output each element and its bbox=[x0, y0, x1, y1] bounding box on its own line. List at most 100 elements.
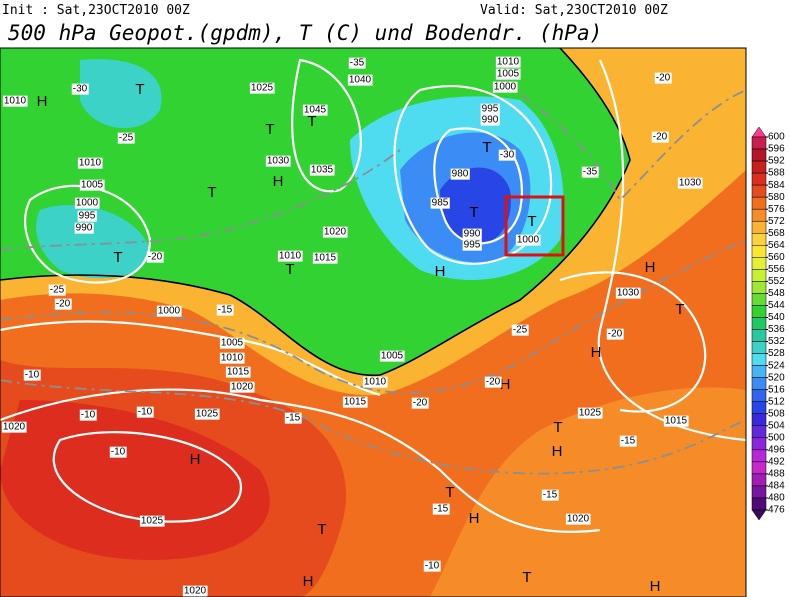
label-box bbox=[432, 503, 450, 515]
contour-label: -20 bbox=[148, 252, 163, 263]
pressure-center: T bbox=[207, 184, 216, 201]
isobar bbox=[597, 59, 746, 442]
label-box bbox=[511, 324, 529, 336]
colorbar-label: 524 bbox=[768, 360, 785, 371]
contour-label: 1025 bbox=[196, 409, 219, 420]
colorbar-segment bbox=[751, 485, 767, 499]
pressure-center: H bbox=[645, 259, 656, 276]
colorbar-label: 492 bbox=[768, 457, 785, 468]
pressure-center: T bbox=[317, 521, 326, 538]
contour-label: -35 bbox=[583, 167, 598, 178]
contour-label: 1000 bbox=[517, 235, 540, 246]
highlight-box bbox=[504, 195, 565, 257]
init-time: Init : Sat,23OCT2010 00Z bbox=[2, 3, 190, 18]
colorbar: 6005965925885845805765725685645605565525… bbox=[751, 126, 785, 521]
label-box bbox=[74, 197, 100, 209]
valid-time: Valid: Sat,23OCT2010 00Z bbox=[480, 3, 668, 18]
colorbar-label: 536 bbox=[768, 324, 785, 335]
colorbar-segment bbox=[751, 449, 767, 463]
pressure-center: T bbox=[113, 249, 122, 266]
colorbar-end bbox=[751, 126, 767, 138]
contour-label: 1030 bbox=[267, 156, 290, 167]
label-box bbox=[541, 489, 559, 501]
contour-label: 1015 bbox=[314, 253, 337, 264]
label-box bbox=[581, 166, 599, 178]
colorbar-segment bbox=[751, 497, 767, 511]
label-box bbox=[347, 74, 373, 86]
label-box bbox=[322, 226, 348, 238]
field-cyan bbox=[36, 204, 150, 279]
label-box bbox=[139, 515, 165, 527]
colorbar-label: 584 bbox=[768, 180, 785, 191]
colorbar-segment bbox=[751, 353, 767, 366]
label-box bbox=[117, 132, 135, 144]
colorbar-label: 484 bbox=[768, 481, 785, 492]
contour-label: 990 bbox=[464, 229, 481, 240]
colorbar-label: 540 bbox=[768, 312, 785, 323]
label-box bbox=[651, 131, 669, 143]
label-box bbox=[249, 82, 275, 94]
colorbar-segment bbox=[751, 317, 767, 330]
colorbar-label: 560 bbox=[768, 252, 785, 263]
field-mild bbox=[430, 387, 746, 597]
colorbar-label: 496 bbox=[768, 444, 785, 455]
colorbar-label: 596 bbox=[768, 144, 785, 155]
field-cyan bbox=[80, 59, 162, 129]
contour-label: -10 bbox=[425, 561, 440, 572]
colorbar-label: 508 bbox=[768, 408, 785, 419]
contour-label: -15 bbox=[621, 436, 636, 447]
pressure-center: H bbox=[469, 510, 480, 527]
contour-label: -15 bbox=[218, 305, 233, 316]
contour-label: 1010 bbox=[4, 96, 27, 107]
colorbar-segment bbox=[751, 160, 767, 174]
label-box bbox=[277, 250, 303, 262]
colorbar-segment bbox=[751, 401, 767, 414]
label-box bbox=[302, 104, 328, 116]
pressure-center: H bbox=[37, 93, 48, 110]
label-box bbox=[77, 210, 97, 222]
colorbar-label: 600 bbox=[768, 132, 785, 143]
contour-label: 1015 bbox=[344, 397, 367, 408]
label-box bbox=[136, 406, 154, 418]
pressure-center: H bbox=[273, 173, 284, 190]
colorbar-label: 544 bbox=[768, 300, 785, 311]
isotherm bbox=[0, 379, 746, 475]
label-box bbox=[79, 179, 105, 191]
colorbar-segment bbox=[751, 196, 767, 210]
colorbar-segment bbox=[751, 473, 767, 487]
label-box bbox=[109, 446, 127, 458]
contour-label: 1010 bbox=[364, 377, 387, 388]
label-box bbox=[677, 177, 703, 189]
map-frame bbox=[0, 47, 747, 597]
label-box bbox=[284, 412, 302, 424]
contour-label: -20 bbox=[413, 398, 428, 409]
label-box bbox=[71, 83, 89, 95]
label-box bbox=[219, 352, 245, 364]
isobar bbox=[393, 85, 553, 265]
contour-label: 1010 bbox=[497, 57, 520, 68]
colorbar-segment bbox=[751, 257, 767, 270]
contour-label: -20 bbox=[608, 329, 623, 340]
colorbar-segment bbox=[751, 377, 767, 390]
colorbar-label: 548 bbox=[768, 288, 785, 299]
contour-label: 1030 bbox=[617, 288, 640, 299]
label-box bbox=[411, 397, 429, 409]
contour-label: 1010 bbox=[79, 158, 102, 169]
isobar bbox=[52, 431, 243, 523]
colorbar-segment bbox=[751, 148, 767, 162]
contour-label: -25 bbox=[119, 133, 134, 144]
pressure-center: T bbox=[265, 121, 274, 138]
label-box bbox=[362, 376, 388, 388]
contour-label: 1000 bbox=[76, 198, 99, 209]
contour-label: -25 bbox=[50, 285, 65, 296]
contour-label: -20 bbox=[653, 132, 668, 143]
label-box bbox=[619, 435, 637, 447]
colorbar-segment bbox=[751, 172, 767, 186]
contour-label: 995 bbox=[482, 104, 499, 115]
label-box bbox=[219, 337, 245, 349]
label-box bbox=[492, 81, 518, 93]
contour-label: -30 bbox=[73, 84, 88, 95]
colorbar-segment bbox=[751, 220, 767, 234]
label-box bbox=[48, 284, 66, 296]
